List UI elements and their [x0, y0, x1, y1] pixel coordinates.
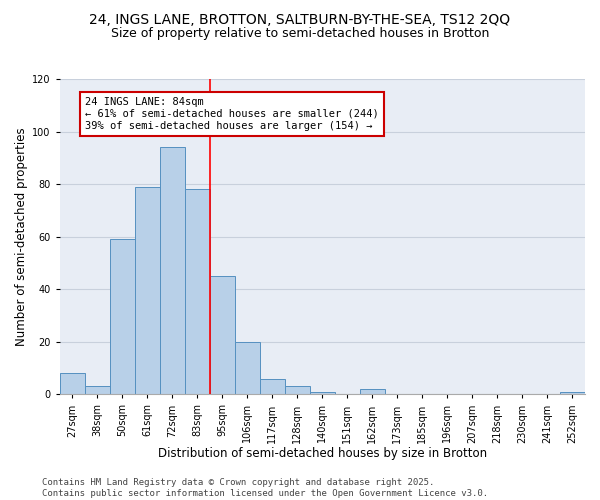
Text: 24, INGS LANE, BROTTON, SALTBURN-BY-THE-SEA, TS12 2QQ: 24, INGS LANE, BROTTON, SALTBURN-BY-THE-… [89, 12, 511, 26]
Bar [59, 374, 85, 394]
Text: 24 INGS LANE: 84sqm
← 61% of semi-detached houses are smaller (244)
39% of semi-: 24 INGS LANE: 84sqm ← 61% of semi-detach… [85, 98, 379, 130]
Bar [260, 378, 285, 394]
Bar [310, 392, 335, 394]
Text: Contains HM Land Registry data © Crown copyright and database right 2025.
Contai: Contains HM Land Registry data © Crown c… [42, 478, 488, 498]
Text: Size of property relative to semi-detached houses in Brotton: Size of property relative to semi-detach… [111, 28, 489, 40]
X-axis label: Distribution of semi-detached houses by size in Brotton: Distribution of semi-detached houses by … [158, 447, 487, 460]
Bar [185, 190, 210, 394]
Bar [85, 386, 110, 394]
Bar [360, 389, 385, 394]
Bar [560, 392, 585, 394]
Y-axis label: Number of semi-detached properties: Number of semi-detached properties [15, 128, 28, 346]
Bar [160, 148, 185, 394]
Bar [110, 240, 135, 394]
Bar [135, 186, 160, 394]
Bar [210, 276, 235, 394]
Bar [285, 386, 310, 394]
Bar [235, 342, 260, 394]
